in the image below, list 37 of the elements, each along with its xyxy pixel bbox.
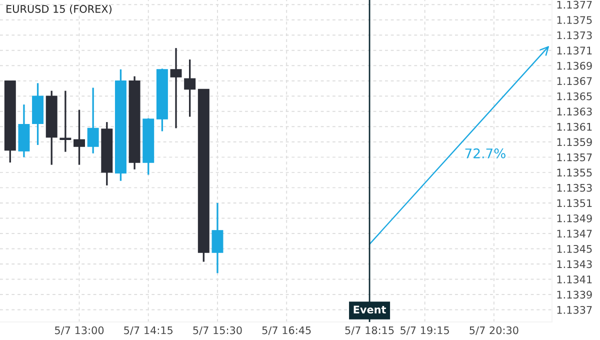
- y-tick-label: 1.1349: [557, 214, 592, 222]
- y-tick-label: 1.1353: [557, 184, 592, 192]
- y-tick-label: 1.1337: [557, 306, 592, 314]
- annotation: 72.7%: [465, 148, 506, 158]
- y-tick-label: 1.1365: [557, 92, 592, 100]
- y-tick-label: 1.1373: [557, 31, 592, 40]
- y-tick-label: 1.1361: [557, 122, 592, 131]
- candlestick: [60, 90, 72, 153]
- candlestick: [87, 86, 99, 154]
- y-tick-label: 1.1359: [557, 138, 592, 146]
- y-tick-label: 1.1369: [557, 62, 592, 70]
- chart-title: EURUSD 15 (FOREX): [6, 4, 112, 14]
- candlestick: [170, 47, 182, 130]
- y-tick-label: 1.1355: [557, 168, 592, 177]
- x-tick-label: 5/7 13:00: [55, 326, 104, 336]
- candlestick: [212, 202, 224, 274]
- y-tick-label: 1.1347: [557, 230, 592, 238]
- y-tick-label: 1.1375: [557, 16, 592, 24]
- ref-line-label: Event: [354, 306, 386, 314]
- y-tick-label: 1.1341: [557, 275, 592, 284]
- y-tick-label: 1.1343: [557, 260, 592, 268]
- y-tick-label: 1.1357: [557, 153, 592, 162]
- x-tick-label: 5/7 16:45: [262, 326, 311, 336]
- y-tick-label: 1.1339: [557, 290, 592, 299]
- x-tick-label: 5/7 18:15: [345, 326, 394, 336]
- y-tick-label: 1.1377: [557, 0, 592, 9]
- x-tick-label: 5/7 14:15: [124, 326, 173, 336]
- y-tick-label: 1.1345: [557, 244, 592, 253]
- y-tick-label: 1.1351: [557, 199, 592, 208]
- y-tick-label: 1.1371: [557, 46, 592, 54]
- y-tick-label: 1.1363: [557, 108, 592, 116]
- y-tick-label: 1.1367: [557, 77, 592, 85]
- candlestick: [184, 58, 196, 118]
- x-tick-label: 5/7 20:30: [470, 326, 518, 336]
- candlestick: [74, 109, 85, 166]
- x-tick-label: 5/7 19:15: [400, 326, 449, 336]
- x-tick-label: 5/7 15:30: [193, 326, 242, 336]
